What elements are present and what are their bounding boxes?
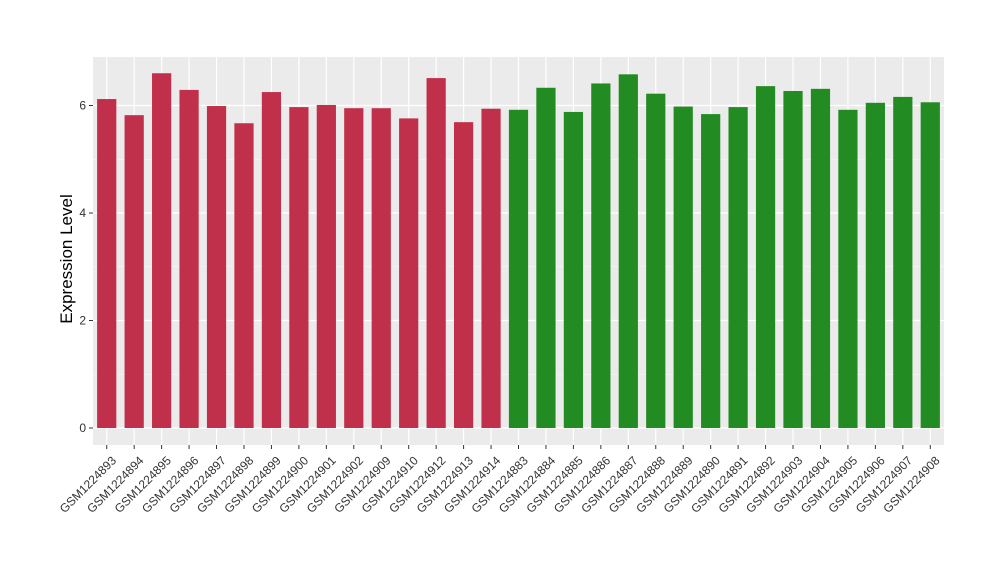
bar-GSM1224898 bbox=[234, 123, 254, 429]
y-tick-label: 0 bbox=[79, 421, 86, 435]
bar-GSM1224914 bbox=[481, 108, 501, 428]
bar-GSM1224893 bbox=[97, 99, 117, 429]
bar-GSM1224900 bbox=[289, 107, 309, 429]
y-axis-title: Expression Level bbox=[57, 194, 76, 323]
y-axis: 0 2 4 6 bbox=[79, 99, 93, 435]
bar-GSM1224903 bbox=[783, 90, 803, 429]
bar-GSM1224886 bbox=[591, 83, 611, 429]
bar-GSM1224906 bbox=[865, 102, 885, 428]
bar-GSM1224907 bbox=[893, 96, 913, 429]
bar-GSM1224912 bbox=[426, 78, 446, 429]
bar-GSM1224897 bbox=[206, 106, 227, 428]
bar-GSM1224888 bbox=[646, 93, 666, 429]
x-axis: GSM1224893GSM1224894GSM1224895GSM1224896… bbox=[57, 445, 943, 516]
bar-GSM1224901 bbox=[316, 104, 336, 429]
bar-GSM1224894 bbox=[124, 115, 144, 429]
bar-GSM1224890 bbox=[701, 114, 721, 428]
bar-GSM1224892 bbox=[755, 86, 776, 429]
bar-GSM1224904 bbox=[810, 88, 831, 429]
bar-GSM1224905 bbox=[838, 109, 858, 429]
bars-group bbox=[97, 73, 940, 429]
bar-GSM1224910 bbox=[399, 118, 419, 429]
bar-GSM1224913 bbox=[453, 122, 474, 428]
y-tick-label: 6 bbox=[79, 99, 86, 113]
bar-GSM1224899 bbox=[261, 92, 282, 428]
y-tick-label: 2 bbox=[79, 314, 86, 328]
bar-GSM1224887 bbox=[618, 74, 638, 428]
bar-GSM1224884 bbox=[536, 87, 556, 428]
bar-GSM1224885 bbox=[563, 111, 584, 428]
bar-GSM1224891 bbox=[728, 107, 748, 429]
bar-GSM1224909 bbox=[371, 108, 391, 428]
bar-GSM1224908 bbox=[920, 102, 940, 429]
bar-GSM1224883 bbox=[508, 109, 529, 429]
bar-GSM1224895 bbox=[152, 73, 172, 428]
bar-GSM1224902 bbox=[344, 108, 364, 428]
y-tick-label: 4 bbox=[79, 206, 86, 220]
bar-GSM1224889 bbox=[673, 106, 693, 428]
bar-GSM1224896 bbox=[179, 89, 199, 428]
